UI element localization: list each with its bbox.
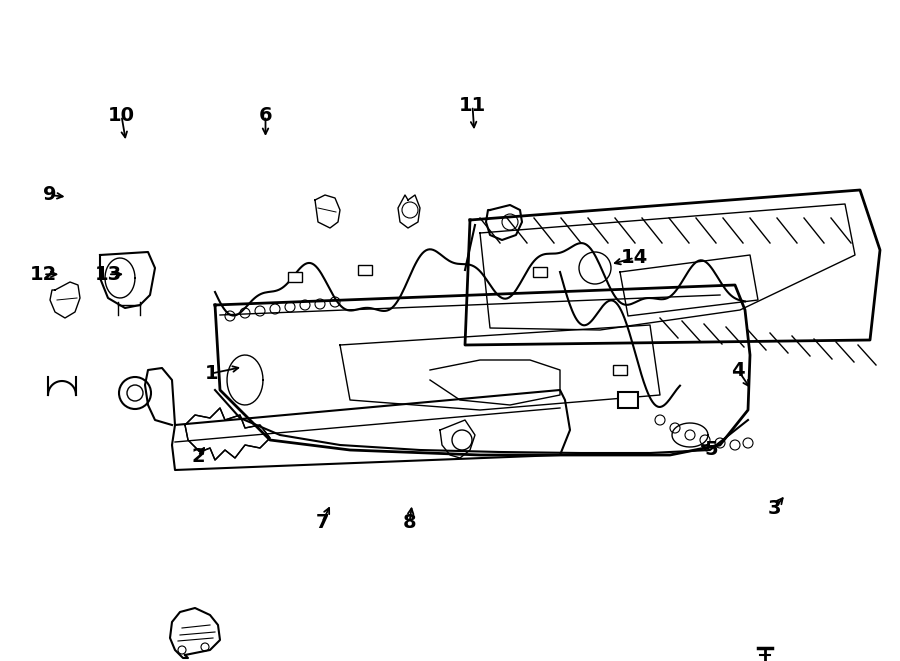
Text: 8: 8: [402, 513, 417, 531]
FancyBboxPatch shape: [613, 365, 627, 375]
Text: 7: 7: [315, 513, 329, 531]
Text: 6: 6: [258, 106, 273, 125]
Polygon shape: [185, 408, 270, 460]
Text: 2: 2: [191, 447, 205, 465]
FancyBboxPatch shape: [618, 392, 638, 408]
FancyBboxPatch shape: [533, 267, 547, 277]
Text: 12: 12: [30, 265, 57, 284]
Text: 11: 11: [459, 97, 486, 115]
Text: 9: 9: [43, 186, 56, 204]
Text: 10: 10: [108, 106, 135, 125]
FancyBboxPatch shape: [358, 265, 372, 275]
Text: 14: 14: [621, 249, 648, 267]
Text: 13: 13: [94, 265, 122, 284]
FancyBboxPatch shape: [288, 272, 302, 282]
Text: 1: 1: [204, 364, 219, 383]
Text: 5: 5: [704, 440, 718, 459]
Text: 4: 4: [731, 361, 745, 379]
Text: 3: 3: [767, 500, 781, 518]
